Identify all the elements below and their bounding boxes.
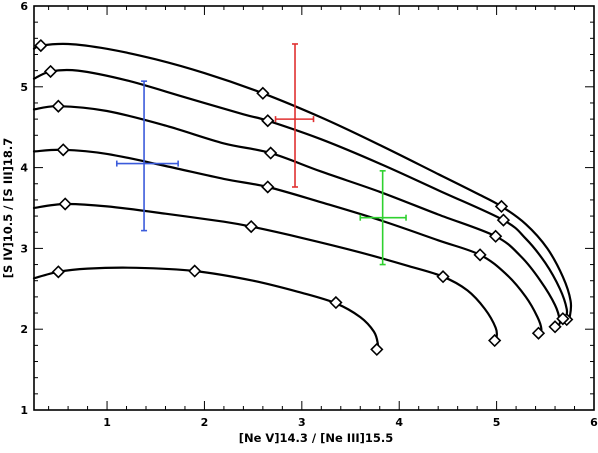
diamond-marker (370, 342, 384, 357)
diamond-marker (56, 143, 70, 157)
model-curve-2 (32, 68, 569, 321)
model-curve-4 (32, 148, 543, 335)
errorbar-1 (115, 80, 179, 232)
diamond-marker (261, 180, 275, 194)
x-tick-label: 2 (201, 416, 209, 429)
diamond-marker (58, 197, 72, 211)
diamond-marker (489, 229, 503, 243)
ticks-layer: 1 2 3 4 5 6 1 2 3 4 5 6 (20, 0, 598, 429)
errorbar-layer (115, 43, 407, 266)
diamond-marker (473, 248, 487, 262)
y-axis-label: [S IV]10.5 / [S III]18.7 (1, 138, 15, 279)
diamond-marker (261, 114, 275, 128)
diamond-marker (488, 333, 502, 348)
x-tick-label: 4 (395, 416, 403, 429)
diamond-marker (494, 199, 509, 214)
diamond-marker (531, 326, 546, 340)
model-curve-3 (32, 105, 562, 328)
diamond-marker (329, 295, 343, 310)
diamond-marker (43, 64, 58, 79)
diamond-marker (436, 270, 450, 284)
diamond-marker (264, 146, 278, 160)
diamond-marker (256, 86, 270, 100)
errorbar-2 (274, 43, 315, 188)
y-tick-label: 6 (20, 0, 28, 13)
model-curve-6 (32, 266, 380, 351)
diamond-marker (556, 312, 570, 326)
x-tick-label: 3 (298, 416, 306, 429)
errorbar-3 (359, 170, 407, 266)
diamond-marker (51, 99, 65, 113)
diamond-marker (188, 264, 202, 278)
curves-layer (32, 42, 573, 351)
marker-layer (34, 38, 574, 357)
x-axis-label: [Ne V]14.3 / [Ne III]15.5 (239, 431, 394, 445)
plot-frame (33, 5, 595, 411)
y-tick-label: 2 (20, 323, 28, 336)
x-tick-label: 5 (493, 416, 501, 429)
diamond-marker (34, 38, 48, 53)
model-curve-5 (32, 202, 499, 343)
y-tick-label: 3 (20, 242, 28, 255)
x-tick-label: 1 (103, 416, 111, 429)
y-tick-label: 4 (20, 162, 28, 175)
y-tick-label: 1 (20, 404, 28, 417)
x-tick-label: 6 (590, 416, 598, 429)
diamond-marker (496, 213, 511, 227)
diamond-marker (548, 320, 562, 334)
diamond-marker (244, 219, 258, 234)
y-tick-label: 5 (20, 81, 28, 94)
diamond-marker (51, 265, 65, 279)
model-curve-1 (32, 42, 573, 323)
